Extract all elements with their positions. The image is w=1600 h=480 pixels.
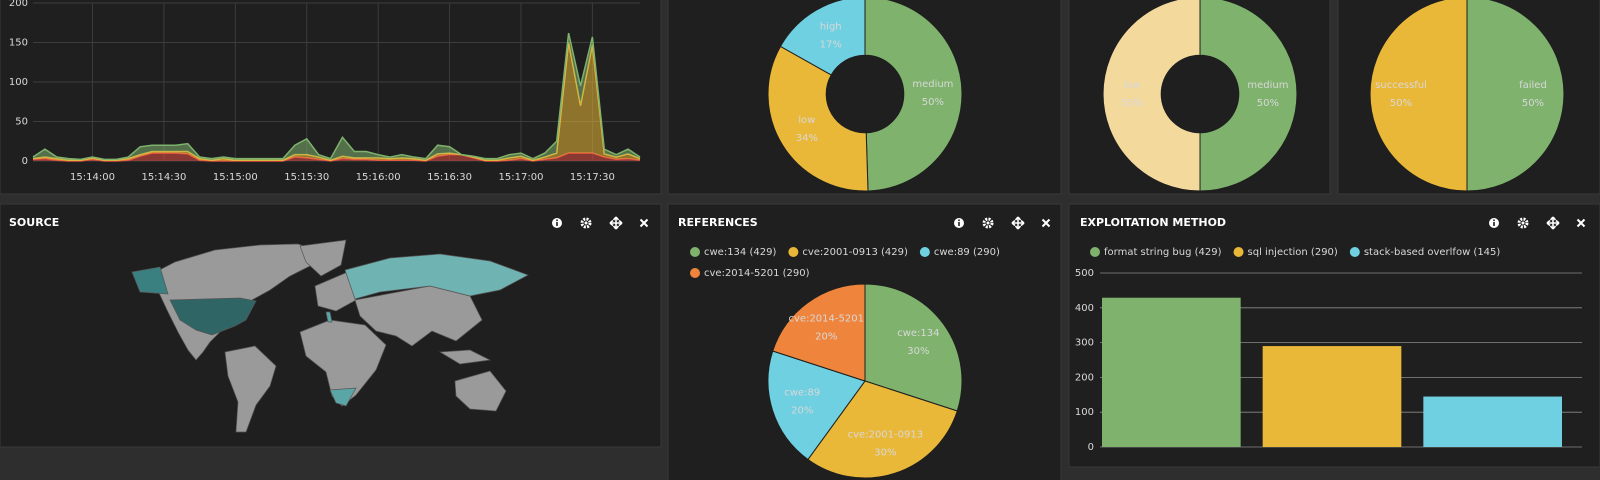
info-icon-dot xyxy=(958,219,960,222)
legend-label: format string bug (429) xyxy=(1104,247,1222,258)
slice-value: 50% xyxy=(1257,98,1279,109)
legend-swatch xyxy=(1233,247,1244,257)
move-icon xyxy=(609,216,623,230)
close-icon xyxy=(1041,218,1051,228)
x-tick-label: 15:14:00 xyxy=(70,172,115,183)
panel-icons xyxy=(954,216,1051,230)
x-tick-label: 15:16:00 xyxy=(356,172,401,183)
legend-label: cwe:134 (429) xyxy=(704,247,776,258)
legend-swatch xyxy=(690,247,700,257)
slice-label: low xyxy=(1124,80,1141,91)
info-icon-mark xyxy=(1493,222,1495,226)
slice-label: failed xyxy=(1519,80,1547,91)
move-icon xyxy=(1546,216,1560,230)
y-tick-label: 100 xyxy=(9,77,28,88)
panel-icons xyxy=(1489,216,1586,230)
pie-slice xyxy=(864,0,963,192)
world-map xyxy=(131,239,529,433)
pie-slice xyxy=(1369,0,1468,192)
legend-label: cve:2001-0913 (429) xyxy=(802,247,908,258)
bar xyxy=(1102,297,1241,447)
slice-value: 50% xyxy=(1121,98,1143,109)
y-tick-label: 400 xyxy=(1075,303,1094,314)
slice-label: successful xyxy=(1375,80,1427,91)
legend-label: cwe:89 (290) xyxy=(934,247,1000,258)
area-fill xyxy=(33,153,640,161)
y-tick-label: 200 xyxy=(1075,372,1094,383)
slice-value: 50% xyxy=(922,97,944,108)
x-tick-label: 15:17:00 xyxy=(499,172,544,183)
bar xyxy=(1423,396,1562,447)
slice-label: cwe:89 xyxy=(784,387,820,398)
pie-slice xyxy=(772,283,866,382)
gear-icon xyxy=(982,217,994,229)
slice-value: 50% xyxy=(1390,98,1412,109)
pie-slice xyxy=(1102,0,1201,192)
legend-swatch xyxy=(919,247,930,257)
slice-label: high xyxy=(820,21,842,32)
x-tick-label: 15:14:30 xyxy=(141,172,186,183)
area-line xyxy=(32,32,641,161)
slice-value: 20% xyxy=(815,332,837,343)
legend-label: cve:2014-5201 (290) xyxy=(704,268,810,279)
y-tick-label: 100 xyxy=(1075,407,1094,418)
slice-label: cve:2001-0913 xyxy=(848,430,923,441)
legend-swatch xyxy=(1349,247,1360,257)
panel-icons xyxy=(552,216,649,230)
x-tick-label: 15:17:30 xyxy=(570,172,615,183)
panel-title: SOURCE xyxy=(9,216,59,229)
bar xyxy=(1262,346,1402,447)
y-tick-label: 150 xyxy=(9,38,28,49)
pie-slice xyxy=(1466,0,1565,192)
info-icon-dot xyxy=(1493,219,1495,222)
slice-value: 34% xyxy=(796,133,818,144)
pie-slice xyxy=(767,45,869,192)
close-icon xyxy=(639,218,649,228)
slice-label: medium xyxy=(1247,80,1288,91)
slice-value: 17% xyxy=(820,39,842,50)
slice-label: medium xyxy=(912,79,953,90)
slice-value: 30% xyxy=(907,346,929,357)
y-tick-label: 0 xyxy=(1088,442,1094,453)
x-tick-label: 15:15:00 xyxy=(213,172,258,183)
info-icon-mark xyxy=(958,222,960,226)
y-tick-label: 300 xyxy=(1075,338,1094,349)
panel-title: EXPLOITATION METHOD xyxy=(1080,216,1226,229)
pie-slice xyxy=(779,0,866,76)
info-icon-mark xyxy=(556,222,558,226)
legend-swatch xyxy=(788,247,799,257)
move-icon xyxy=(1011,216,1025,230)
y-tick-label: 200 xyxy=(9,0,28,9)
info-icon-dot xyxy=(556,219,558,222)
slice-value: 20% xyxy=(791,405,813,416)
pie-slice xyxy=(1199,0,1298,192)
legend-swatch xyxy=(690,268,700,278)
gear-icon-core xyxy=(1521,221,1525,225)
x-tick-label: 15:15:30 xyxy=(284,172,329,183)
y-tick-label: 50 xyxy=(15,117,28,128)
slice-value: 50% xyxy=(1522,98,1544,109)
slice-label: cwe:134 xyxy=(897,328,939,339)
gear-icon-core xyxy=(986,221,990,225)
slice-label: low xyxy=(798,115,815,126)
area-fill xyxy=(33,42,640,161)
legend-label: sql injection (290) xyxy=(1248,247,1338,258)
slice-value: 30% xyxy=(874,448,896,459)
pie-slice xyxy=(807,380,958,479)
pie-slice xyxy=(767,350,866,461)
gear-icon xyxy=(1517,217,1529,229)
gear-icon-core xyxy=(584,221,588,225)
y-tick-label: 0 xyxy=(22,156,28,167)
legend-label: stack-based overlfow (145) xyxy=(1364,247,1501,258)
pie-slice xyxy=(864,283,963,412)
panel-title: REFERENCES xyxy=(678,216,758,229)
slice-label: cve:2014-5201 xyxy=(789,314,864,325)
gear-icon xyxy=(580,217,592,229)
legend-swatch xyxy=(1090,247,1100,257)
close-icon xyxy=(1576,218,1586,228)
x-tick-label: 15:16:30 xyxy=(427,172,472,183)
y-tick-label: 500 xyxy=(1075,268,1094,279)
